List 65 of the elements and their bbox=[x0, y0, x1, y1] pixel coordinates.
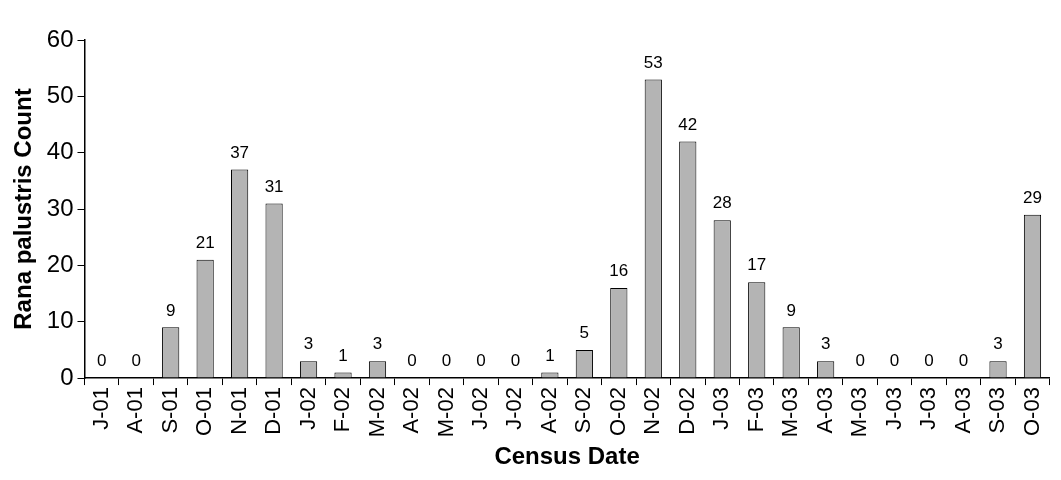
x-tick-label: J-03 bbox=[915, 387, 941, 430]
x-tick-label: F-02 bbox=[329, 387, 355, 433]
data-label: 53 bbox=[643, 52, 663, 72]
x-tick-label: O-02 bbox=[604, 387, 630, 436]
data-label: 0 bbox=[889, 351, 900, 371]
x-tick-label: J-02 bbox=[466, 387, 492, 430]
x-tick-label: A-01 bbox=[122, 387, 148, 434]
x-tick-label: J-02 bbox=[501, 387, 527, 430]
data-label: 28 bbox=[712, 193, 732, 213]
data-label: 37 bbox=[230, 142, 250, 162]
x-tick-label: A-02 bbox=[398, 387, 424, 434]
data-label: 9 bbox=[786, 300, 796, 320]
data-label: 3 bbox=[303, 334, 314, 354]
data-label: 0 bbox=[476, 351, 486, 371]
data-label: 0 bbox=[97, 351, 107, 371]
x-tick-label: M-02 bbox=[432, 387, 458, 438]
y-tick-label: 40 bbox=[46, 137, 74, 165]
x-tick-label: A-03 bbox=[949, 387, 975, 434]
data-label: 1 bbox=[338, 345, 348, 365]
x-tick-label: O-01 bbox=[191, 387, 217, 436]
x-tick-label: M-03 bbox=[777, 387, 803, 438]
x-tick-label: N-01 bbox=[225, 387, 251, 435]
x-tick-label: N-02 bbox=[639, 387, 665, 435]
data-label: 1 bbox=[545, 345, 555, 365]
data-label: 0 bbox=[510, 351, 521, 371]
x-tick-label: D-02 bbox=[673, 387, 699, 435]
x-tick-label: J-02 bbox=[294, 387, 320, 430]
y-tick-label: 0 bbox=[60, 362, 74, 390]
data-label: 16 bbox=[609, 261, 629, 281]
data-label: 29 bbox=[1023, 187, 1042, 207]
y-tick-label: 20 bbox=[46, 250, 74, 278]
data-label: 0 bbox=[924, 351, 934, 371]
x-axis-title: Census Date bbox=[494, 442, 640, 470]
data-label: 3 bbox=[993, 334, 1003, 354]
data-label: 0 bbox=[958, 351, 969, 371]
x-tick-label: S-01 bbox=[156, 387, 182, 434]
y-tick-label: 50 bbox=[46, 80, 74, 108]
y-tick-label: 30 bbox=[46, 193, 74, 221]
x-tick-label: M-03 bbox=[846, 387, 872, 438]
data-label: 0 bbox=[407, 351, 417, 371]
y-tick-label: 60 bbox=[46, 24, 74, 52]
data-label: 42 bbox=[678, 114, 698, 134]
data-label: 0 bbox=[131, 351, 141, 371]
data-label: 0 bbox=[441, 351, 452, 371]
data-label: 0 bbox=[855, 351, 865, 371]
y-axis-title: Rana palustris Count bbox=[9, 88, 37, 330]
y-tick-label: 10 bbox=[46, 306, 74, 334]
x-tick-label: D-01 bbox=[260, 387, 286, 435]
x-tick-label: A-03 bbox=[811, 387, 837, 434]
x-tick-label: S-03 bbox=[984, 387, 1010, 434]
x-tick-label: F-03 bbox=[742, 387, 768, 433]
x-tick-label: J-03 bbox=[880, 387, 906, 430]
x-tick-label: A-02 bbox=[535, 387, 561, 434]
data-label: 3 bbox=[820, 334, 831, 354]
data-label: 31 bbox=[264, 176, 284, 196]
x-tick-label: O-03 bbox=[1018, 387, 1044, 436]
data-label: 21 bbox=[195, 232, 215, 252]
x-tick-label: M-02 bbox=[363, 387, 389, 438]
x-tick-label: J-01 bbox=[87, 387, 113, 430]
x-tick-label: S-02 bbox=[570, 387, 596, 434]
data-label: 9 bbox=[165, 300, 176, 320]
data-label: 3 bbox=[372, 334, 383, 354]
x-tick-label: J-03 bbox=[708, 387, 734, 430]
data-label: 5 bbox=[579, 323, 590, 343]
data-label: 17 bbox=[747, 255, 767, 275]
